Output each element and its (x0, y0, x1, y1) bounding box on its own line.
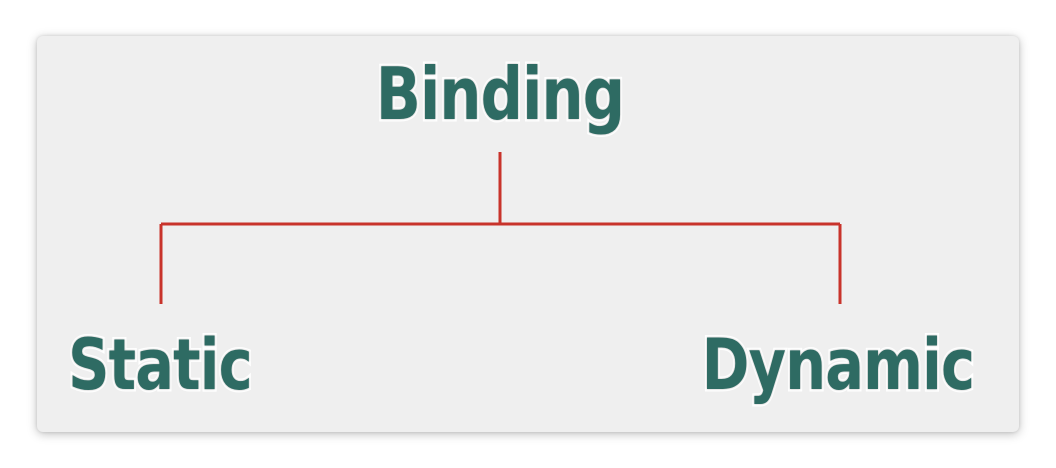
root-node-label: Binding (374, 52, 627, 136)
child-node-dynamic-label: Dynamic (700, 324, 977, 406)
diagram-panel (37, 36, 1019, 432)
child-node-static-label: Static (66, 324, 255, 406)
